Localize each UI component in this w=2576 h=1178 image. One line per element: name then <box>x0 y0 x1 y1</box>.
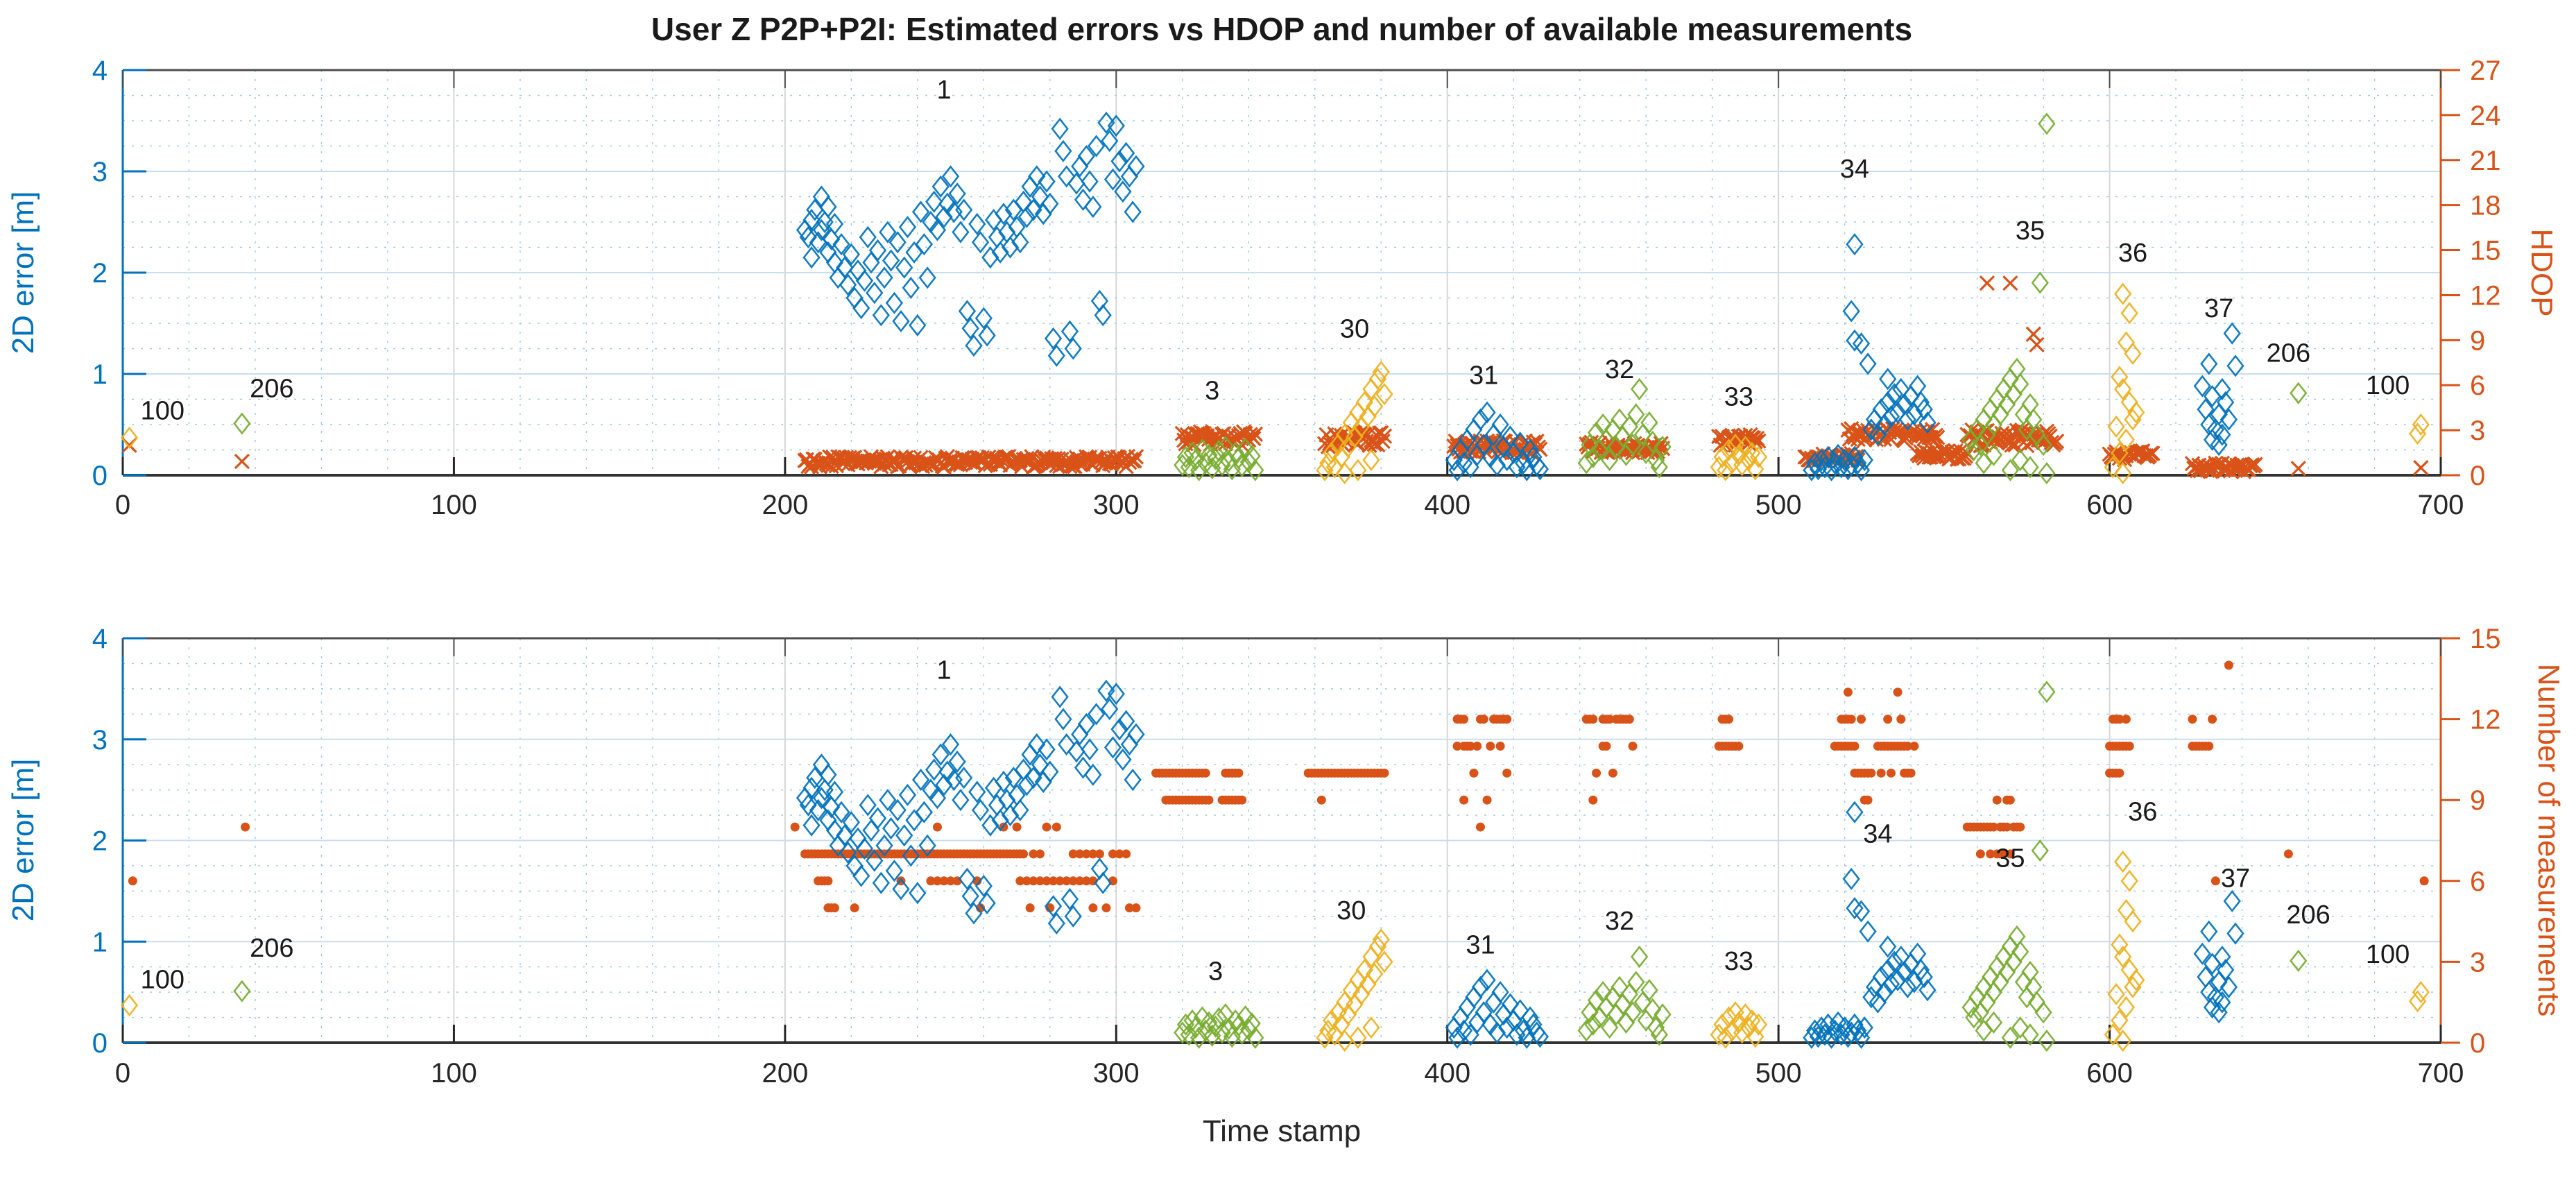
svg-text:9: 9 <box>2470 785 2485 816</box>
svg-text:21: 21 <box>2470 146 2501 176</box>
svg-text:200: 200 <box>762 1058 808 1089</box>
svg-text:4: 4 <box>92 56 108 86</box>
top-ylabel-right: HDOP <box>2525 228 2559 316</box>
svg-text:4: 4 <box>92 624 108 654</box>
top-plot-right-series <box>121 275 2429 479</box>
svg-text:18: 18 <box>2470 191 2501 221</box>
svg-text:3: 3 <box>2470 947 2485 978</box>
cluster-label-u37-bottom: 37 <box>2221 864 2250 894</box>
cluster-label-u3-bottom: 3 <box>1208 957 1223 987</box>
cluster-label-u100a-bottom: 100 <box>141 965 184 994</box>
svg-text:400: 400 <box>1424 490 1470 520</box>
svg-text:12: 12 <box>2470 705 2501 735</box>
svg-text:200: 200 <box>762 490 808 520</box>
bottom-plot-right-series <box>128 660 2429 913</box>
cluster-label-u31-top: 31 <box>1469 361 1498 391</box>
top-plot-cluster-labels: 100 206 1 3 30 31 32 33 34 35 36 37 206 100 <box>141 76 2410 426</box>
plots-root: 0 100 200 300 400 500 600 700012340369121518212… <box>92 56 2501 1089</box>
cluster-label-u32-top: 32 <box>1605 355 1634 384</box>
svg-text:100: 100 <box>431 1058 477 1089</box>
bottom-ylabel-right: Number of measurements <box>2532 664 2566 1017</box>
svg-text:700: 700 <box>2418 490 2464 520</box>
cluster-label-u100a-top: 100 <box>141 397 184 426</box>
cluster-label-u30-top: 30 <box>1340 314 1369 343</box>
svg-text:3: 3 <box>92 725 108 756</box>
svg-text:700: 700 <box>2418 1058 2464 1089</box>
top-plot-error-series <box>120 111 2430 485</box>
svg-text:1: 1 <box>92 927 108 957</box>
svg-text:300: 300 <box>1093 1058 1140 1089</box>
bottom-ylabel-left: 2D error [m] <box>6 759 40 922</box>
svg-text:0: 0 <box>92 1028 108 1059</box>
top-ylabel-left: 2D error [m] <box>6 191 40 355</box>
cluster-label-u206b-bottom: 206 <box>2286 900 2330 930</box>
top-plot-grid <box>123 70 2441 475</box>
x-axis-label: Time stamp <box>1203 1114 1361 1148</box>
cluster-label-u35-bottom: 35 <box>1995 844 2025 873</box>
bottom-plot-error-series <box>120 679 2430 1052</box>
svg-text:400: 400 <box>1424 1058 1470 1089</box>
cluster-label-u206a-bottom: 206 <box>250 934 293 963</box>
svg-text:0: 0 <box>2470 461 2485 491</box>
cluster-label-u34-top: 34 <box>1840 155 1869 184</box>
svg-text:12: 12 <box>2470 280 2501 311</box>
cluster-label-u33-top: 33 <box>1724 382 1753 411</box>
svg-text:500: 500 <box>1755 1058 1802 1089</box>
svg-text:24: 24 <box>2470 101 2501 131</box>
svg-text:2: 2 <box>92 258 108 289</box>
svg-text:300: 300 <box>1093 490 1140 520</box>
cluster-label-u37-top: 37 <box>2204 294 2233 323</box>
svg-text:0: 0 <box>2470 1028 2485 1059</box>
cluster-label-u206a-top: 206 <box>250 375 293 404</box>
top-plot-axes: 0 100 200 300 400 500 600 700012340369121518212… <box>92 56 2501 520</box>
svg-text:500: 500 <box>1755 490 1802 520</box>
bottom-plot-cluster-labels: 100 206 1 3 30 31 32 33 34 35 36 37 206 100 <box>141 656 2410 994</box>
svg-text:1: 1 <box>92 359 108 390</box>
figure-title: User Z P2P+P2I: Estimated errors vs HDOP… <box>651 11 1912 47</box>
svg-text:600: 600 <box>2086 490 2133 520</box>
cluster-label-u32-bottom: 32 <box>1605 907 1634 936</box>
cluster-label-u33-bottom: 33 <box>1724 947 1753 976</box>
svg-text:0: 0 <box>115 490 130 520</box>
svg-text:3: 3 <box>2470 416 2485 446</box>
cluster-label-u100b-bottom: 100 <box>2366 940 2410 969</box>
cluster-label-u3-top: 3 <box>1205 377 1219 406</box>
cluster-label-u36-bottom: 36 <box>2128 797 2157 826</box>
svg-text:15: 15 <box>2470 236 2501 266</box>
svg-text:3: 3 <box>92 157 108 187</box>
cluster-label-u34-bottom: 34 <box>1863 819 1892 848</box>
svg-text:0: 0 <box>115 1058 130 1089</box>
cluster-label-u31-bottom: 31 <box>1466 931 1495 960</box>
svg-text:600: 600 <box>2086 1058 2133 1089</box>
cluster-label-u1-top: 1 <box>936 76 951 105</box>
cluster-label-u100b-top: 100 <box>2366 371 2410 400</box>
cluster-label-u35-top: 35 <box>2016 216 2045 246</box>
cluster-label-u30-bottom: 30 <box>1337 896 1366 925</box>
svg-text:6: 6 <box>2470 867 2485 897</box>
svg-text:9: 9 <box>2470 325 2485 356</box>
cluster-label-u1-bottom: 1 <box>936 656 951 685</box>
cluster-label-u206b-top: 206 <box>2267 339 2310 368</box>
svg-text:15: 15 <box>2470 624 2501 654</box>
bottom-plot-grid <box>123 638 2441 1043</box>
svg-text:27: 27 <box>2470 56 2501 86</box>
svg-text:0: 0 <box>92 461 108 491</box>
svg-text:2: 2 <box>92 826 108 857</box>
cluster-label-u36-top: 36 <box>2118 239 2147 268</box>
svg-text:6: 6 <box>2470 370 2485 401</box>
svg-text:100: 100 <box>431 490 477 520</box>
